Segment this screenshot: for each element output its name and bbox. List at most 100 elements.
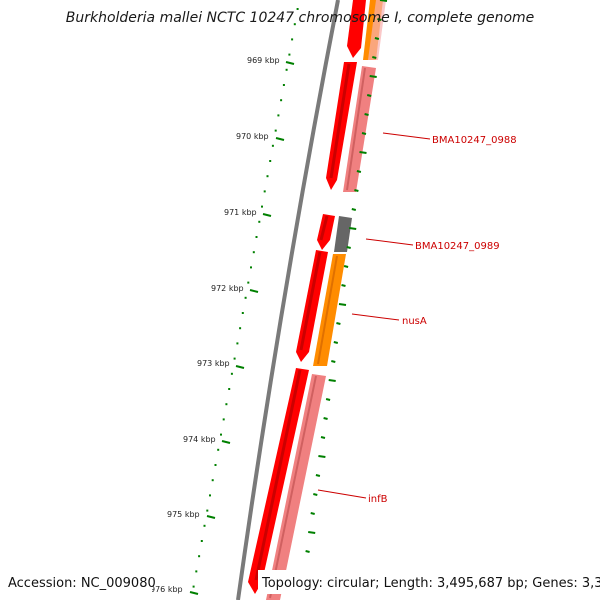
scale-dot — [277, 114, 280, 117]
scale-dot — [291, 38, 294, 41]
inner-tick — [364, 113, 369, 116]
inner-tick — [336, 322, 341, 325]
cds-arrow-infb[interactable] — [248, 368, 309, 594]
scale-dot — [230, 372, 233, 375]
leader-nusa — [351, 313, 400, 321]
gene-label-bma0989[interactable]: BMA10247_0989 — [415, 241, 500, 252]
topology-text: Topology: circular; Length: 3,495,687 bp… — [261, 576, 600, 591]
inner-tick — [338, 303, 347, 306]
inner-tick — [333, 341, 339, 344]
map-title: Burkholderia mallei NCTC 10247 chromosom… — [66, 10, 535, 26]
inner-scale-ticks — [305, 0, 388, 553]
scale-dot — [285, 68, 288, 71]
scale-dot — [241, 312, 244, 314]
scale-dot — [214, 464, 217, 466]
scale-dot — [296, 8, 299, 10]
inner-tick — [359, 151, 367, 154]
scale-dot — [200, 540, 203, 542]
tick-971 — [262, 213, 272, 217]
orange-segment-nusa[interactable] — [313, 254, 346, 366]
kbp-tick-group: 969 kbp 970 kbp 971 kbp 972 kbp 973 kbp … — [150, 56, 295, 595]
reverse-cds-track — [266, 66, 376, 600]
inner-tick — [346, 246, 351, 249]
inner-tick — [354, 189, 359, 192]
inner-tick — [356, 170, 362, 173]
tick-969 — [285, 61, 295, 65]
scale-dot — [217, 448, 220, 451]
scale-dot — [263, 190, 266, 193]
scale-dot — [203, 524, 206, 527]
tick-973 — [235, 365, 245, 369]
pink-edge-shade — [269, 67, 366, 599]
kbp-label-970: 970 kbp — [236, 132, 269, 141]
scale-dot — [282, 84, 285, 86]
inner-tick — [315, 474, 321, 477]
scale-dot — [252, 251, 255, 254]
scale-dot — [220, 433, 222, 436]
scale-dot — [195, 570, 198, 573]
scale-dot — [236, 342, 239, 345]
inner-tick — [331, 360, 336, 363]
genome-backbone-arc — [236, 0, 340, 600]
scale-dots — [192, 8, 299, 588]
cds-edge-shade — [254, 63, 351, 581]
inner-tick — [310, 512, 315, 515]
scale-dot — [247, 281, 250, 284]
tick-974 — [221, 440, 231, 444]
forward-cds-track — [248, 0, 366, 594]
scale-dot — [192, 585, 195, 588]
scale-dot — [198, 555, 201, 558]
scale-dot — [222, 418, 225, 421]
inner-tick — [318, 455, 326, 458]
inner-tick — [323, 417, 328, 420]
cds-arrow-top[interactable] — [347, 0, 366, 58]
inner-tick — [361, 132, 367, 135]
kbp-label-976: 976 kbp — [150, 585, 183, 594]
scale-dot — [250, 266, 252, 269]
cds-arrow-bma0989[interactable] — [317, 214, 335, 250]
scale-dot — [258, 220, 261, 223]
leader-infb — [317, 489, 367, 499]
inner-tick — [349, 227, 357, 230]
gray-segment-bma0989[interactable] — [334, 216, 352, 252]
scale-dot — [239, 327, 242, 330]
scale-dot — [228, 388, 231, 390]
gene-label-infb[interactable]: infB — [368, 494, 388, 505]
tick-972 — [249, 289, 259, 293]
inner-tick — [374, 37, 380, 40]
inner-tick — [366, 94, 372, 97]
gene-label-nusa[interactable]: nusA — [402, 316, 427, 327]
scale-dot — [288, 53, 291, 56]
inner-tick — [372, 56, 377, 59]
accession-text: Accession: NC_009080 — [8, 576, 156, 591]
kbp-label-974: 974 kbp — [183, 435, 216, 444]
tick-976 — [189, 591, 199, 595]
kbp-label-969: 969 kbp — [247, 56, 280, 65]
inner-tick — [320, 436, 326, 439]
gene-label-lines — [317, 132, 431, 499]
scale-dot — [266, 175, 269, 178]
gene-label-bma0988[interactable]: BMA10247_0988 — [432, 135, 517, 146]
scale-dot — [211, 479, 214, 482]
scale-dot — [271, 144, 274, 147]
inner-tick — [313, 493, 318, 496]
scale-dot — [293, 23, 296, 26]
pink-segment-top — [368, 0, 386, 60]
scale-dot — [209, 494, 211, 497]
inner-tick — [341, 284, 346, 287]
orange-edge-shade — [317, 255, 338, 365]
inner-tick — [377, 18, 382, 21]
inner-tick — [351, 208, 357, 211]
scale-dot — [255, 236, 258, 238]
tick-970 — [275, 137, 285, 141]
kbp-label-972: 972 kbp — [211, 284, 244, 293]
leader-bma0989 — [365, 238, 414, 246]
inner-tick — [325, 398, 331, 401]
accession-background — [4, 570, 152, 594]
scale-dot — [244, 296, 247, 299]
inner-tick — [343, 265, 349, 268]
scale-dot — [261, 205, 263, 208]
scale-dot — [274, 129, 277, 132]
tick-975 — [206, 515, 216, 519]
inner-tick — [369, 75, 377, 78]
